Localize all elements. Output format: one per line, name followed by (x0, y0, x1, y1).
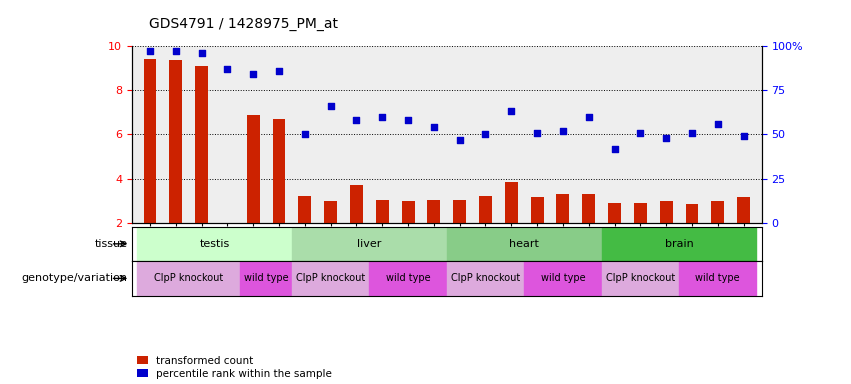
Point (685, 129, 699, 136)
Text: wild type: wild type (695, 273, 740, 283)
Text: heart: heart (509, 239, 540, 249)
Bar (427, 200, 440, 223)
Bar (324, 200, 337, 223)
Bar (608, 203, 621, 223)
Bar (479, 196, 492, 223)
Point (530, 129, 544, 136)
Bar (299, 196, 311, 223)
Text: tissue: tissue (94, 239, 128, 249)
Text: wild type: wild type (386, 273, 431, 283)
Point (711, 121, 724, 127)
Point (272, 68, 286, 74)
Point (195, 50, 208, 56)
Bar (711, 200, 724, 223)
Point (220, 66, 234, 72)
Bar (686, 204, 699, 223)
Point (582, 114, 596, 120)
Text: wild type: wild type (540, 273, 585, 283)
Text: genotype/variation: genotype/variation (21, 273, 128, 283)
Point (350, 117, 363, 123)
Point (375, 114, 389, 120)
Point (169, 48, 183, 55)
Point (324, 103, 338, 109)
Text: ClpP knockout: ClpP knockout (296, 273, 365, 283)
Point (556, 128, 569, 134)
Bar (144, 59, 157, 223)
Bar (634, 203, 647, 223)
Legend: transformed count, percentile rank within the sample: transformed count, percentile rank withi… (137, 356, 332, 379)
Point (633, 129, 647, 136)
Text: ClpP knockout: ClpP knockout (606, 273, 675, 283)
Point (478, 131, 492, 137)
Bar (454, 200, 466, 223)
Point (402, 117, 415, 123)
Bar (402, 200, 414, 223)
Text: testis: testis (199, 239, 230, 249)
Point (505, 108, 518, 114)
Text: ClpP knockout: ClpP knockout (154, 273, 223, 283)
Bar (557, 194, 569, 223)
Text: ClpP knockout: ClpP knockout (451, 273, 520, 283)
Text: wild type: wild type (243, 273, 288, 283)
Point (143, 48, 157, 55)
Point (298, 131, 311, 137)
Bar (505, 182, 517, 223)
Bar (350, 185, 363, 223)
Point (453, 137, 466, 143)
Text: GDS4791 / 1428975_PM_at: GDS4791 / 1428975_PM_at (149, 17, 338, 31)
Point (737, 133, 751, 139)
Bar (376, 200, 389, 223)
Bar (169, 60, 182, 223)
Point (608, 146, 621, 152)
Text: liver: liver (357, 239, 381, 249)
Bar (272, 119, 285, 223)
Bar (195, 66, 208, 223)
Bar (660, 200, 672, 223)
Point (247, 71, 260, 78)
Point (660, 135, 673, 141)
Bar (247, 114, 260, 223)
Text: brain: brain (665, 239, 694, 249)
Point (427, 124, 441, 131)
Bar (737, 197, 750, 223)
Bar (582, 194, 595, 223)
Bar (531, 197, 544, 223)
